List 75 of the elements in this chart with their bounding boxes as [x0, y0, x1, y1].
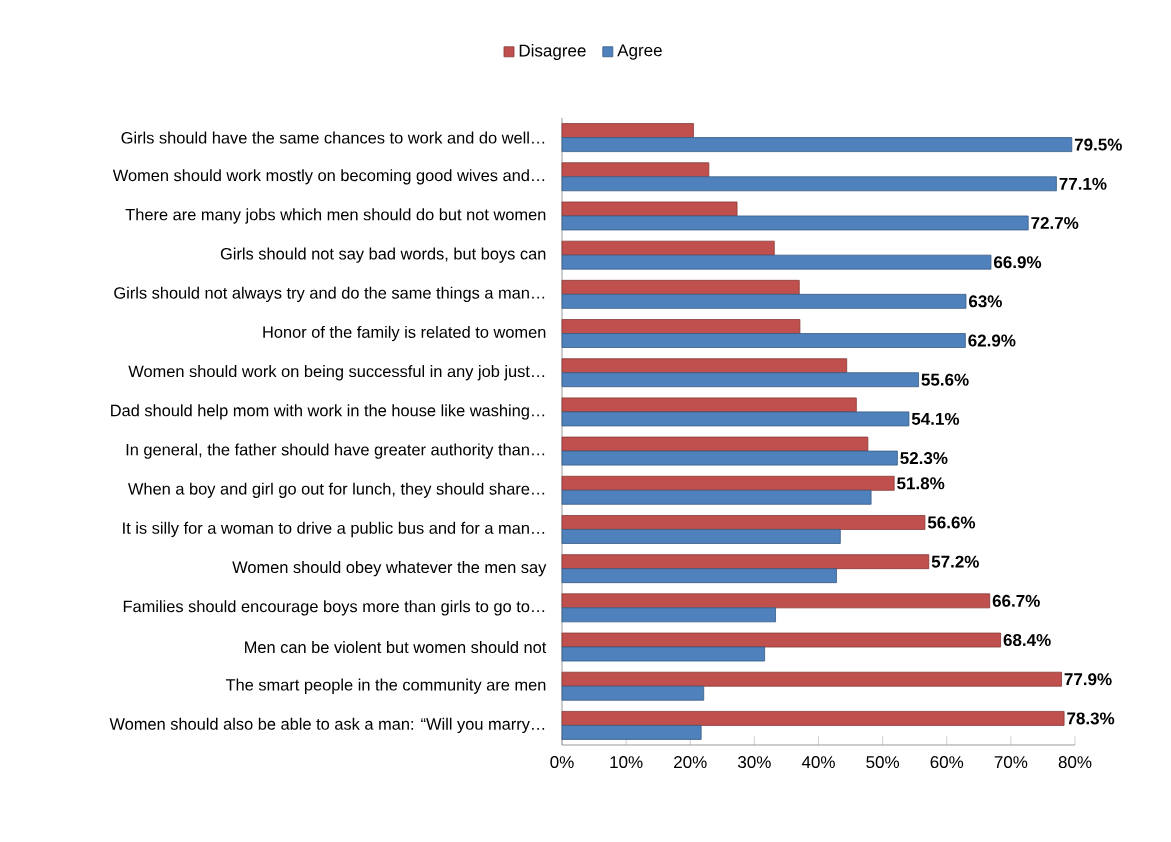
bar [561, 137, 1073, 152]
x-tick-label: 20% [674, 756, 707, 769]
x-tick-label: 70% [994, 756, 1028, 769]
bar [561, 593, 991, 609]
data-label: 66.7% [992, 594, 1040, 607]
bar [561, 279, 800, 295]
x-tick-label: 30% [738, 756, 771, 769]
data-label: 55.6% [921, 373, 969, 386]
y-tick-label: Women should work mostly on becoming good wives and… [112, 169, 545, 185]
data-label: 77.1% [1059, 177, 1107, 190]
data-label: 78.3% [1067, 712, 1115, 725]
bar [561, 607, 776, 623]
bar [561, 489, 872, 505]
data-label: 51.8% [897, 477, 945, 490]
bar [561, 240, 775, 256]
y-tick-label: It is silly for a woman to drive a public bus and for a man… [123, 521, 545, 538]
bar [561, 333, 966, 348]
bar [561, 725, 702, 740]
data-label: 52.3% [900, 452, 948, 465]
y-tick-label: Girls should have the same chances to work and do well… [121, 131, 545, 144]
y-tick-label: Women should obey whatever the men say [232, 561, 547, 577]
bar [561, 529, 841, 544]
y-tick-label: The smart people in the community are men [225, 678, 546, 694]
data-label: 68.4% [1003, 634, 1051, 647]
bar [561, 671, 1062, 687]
bar [561, 515, 926, 530]
bar [561, 475, 895, 491]
y-tick-label: When a boy and girl go out for lunch, they should share… [128, 482, 545, 498]
bar [561, 176, 1057, 192]
legend-label: Disagree [519, 44, 586, 60]
bar [561, 358, 848, 374]
y-tick-label: Women should work on being successful in any job just… [128, 365, 545, 381]
data-label: 63% [969, 295, 1002, 308]
data-label: 77.9% [1064, 673, 1112, 686]
data-label: 79.5% [1074, 138, 1122, 151]
bar [561, 319, 801, 334]
x-tick-label: 10% [610, 756, 643, 769]
y-tick-label: Families should encourage boys more than girls to go to… [123, 600, 545, 616]
bar [561, 568, 837, 584]
bar [561, 123, 694, 138]
bar [561, 450, 898, 466]
bar [561, 162, 710, 178]
bar [561, 632, 1002, 648]
data-label: 57.2% [931, 555, 979, 568]
y-tick-label: Women should also be able to ask a man: “Will you marry… [109, 717, 545, 734]
data-label: 62.9% [968, 334, 1016, 347]
x-tick-label: 40% [801, 756, 835, 769]
bar [561, 293, 967, 309]
y-tick-label: Men can be violent but women should not [245, 641, 547, 654]
bar [561, 685, 705, 701]
legend-label: Agree [617, 44, 662, 60]
x-tick-label: 0% [550, 756, 574, 769]
bar [561, 254, 992, 270]
bar [561, 554, 930, 570]
bar [561, 411, 910, 427]
y-tick-label: Honor of the family is related to women [263, 325, 546, 342]
x-tick-label: 80% [1058, 756, 1092, 769]
bar [561, 215, 1029, 231]
y-tick-label: There are many jobs which men should do but not women [125, 208, 546, 224]
data-label: 54.1% [911, 412, 960, 425]
y-tick-label: Girls should not say bad words, but boys can [220, 247, 546, 263]
data-label: 72.7% [1031, 216, 1079, 229]
y-tick-label: In general, the father should have greater authority than… [126, 443, 545, 459]
x-tick-label: 50% [866, 756, 900, 769]
y-tick-label: Dad should help mom with work in the house like washing… [111, 404, 545, 420]
data-label: 56.6% [927, 516, 976, 529]
y-tick-label: Girls should not always try and do the same things a man… [114, 286, 545, 302]
bar [561, 711, 1065, 726]
bar [561, 201, 738, 217]
bar [561, 646, 766, 662]
bar [561, 436, 869, 452]
bar [561, 397, 857, 413]
data-label: 66.9% [994, 256, 1042, 269]
x-tick-label: 60% [930, 756, 964, 769]
bar [561, 372, 919, 388]
